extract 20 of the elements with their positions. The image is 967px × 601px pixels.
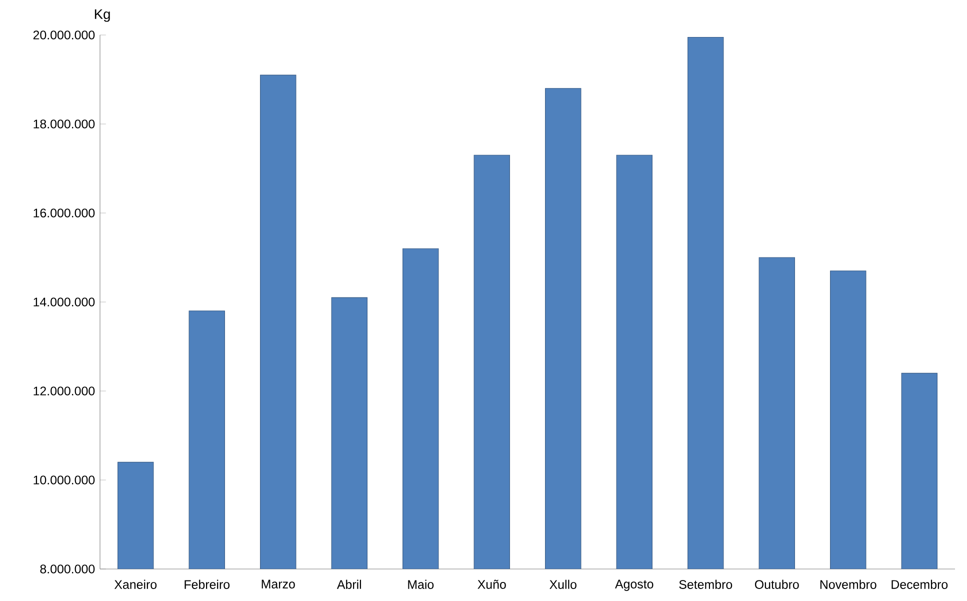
x-tick-label: Maio [408,580,434,589]
x-tick-label: Setembro [679,580,732,589]
y-tick-label: 14.000.000 [34,298,95,306]
x-tick-label: Outubro [754,580,799,589]
x-tick-label: Xaneiro [114,580,157,589]
y-tick-label: 8.000.000 [40,564,95,574]
y-tick-label: 20.000.000 [33,30,95,40]
x-tick-label: Febreiro [184,580,230,589]
y-axis-title: Kg [94,9,110,22]
y-tick-label: 16.000.000 [34,208,95,218]
x-tick-label: Novembro [820,580,876,589]
x-tick-label: Xuño [478,580,506,589]
y-tick-label: 18.000.000 [34,120,95,128]
y-tick-label: 12.000.000 [34,386,95,396]
x-tick-label: Decembro [892,580,948,589]
x-tick-label: Agosto [615,580,654,591]
x-tick-label: Abril [336,580,361,589]
x-tick-label: Xullo [550,580,576,589]
y-tick-label: 10.000.000 [34,476,95,484]
x-tick-label: Marzo [262,580,295,588]
